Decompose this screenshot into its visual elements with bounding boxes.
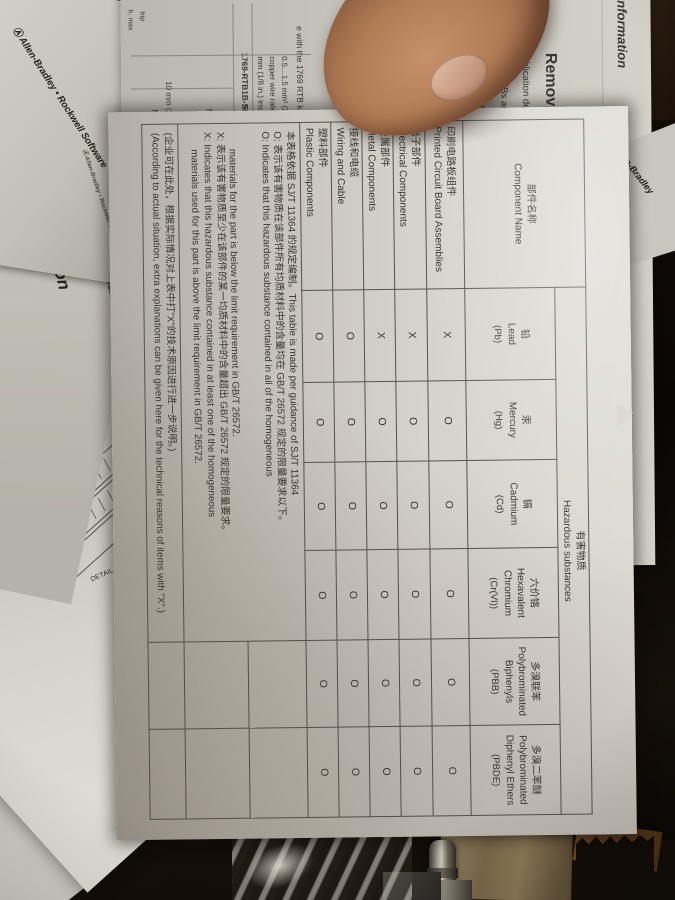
cell-value: O <box>400 725 434 817</box>
cell-value: O <box>332 289 365 383</box>
empty-cell <box>248 640 308 729</box>
spec-grid-line-top <box>251 3 254 122</box>
rohs-document-paper: 部件名称 Component Name 有害物质 Hazardous subst… <box>108 106 637 841</box>
col-cn: 铅 <box>518 328 530 339</box>
cell-value: O <box>334 461 367 551</box>
component-name-header: 部件名称 Component Name <box>462 119 586 289</box>
empty-cell <box>149 728 187 820</box>
cell-value: O <box>333 381 366 463</box>
cell-value: O <box>398 638 433 727</box>
cell-value: O <box>335 549 369 641</box>
hazardous-substances-table: 部件名称 Component Name 有害物质 Hazardous subst… <box>141 119 593 820</box>
col-symbol: (Hg) <box>492 410 504 430</box>
cell-value: O <box>430 638 471 726</box>
empty-cell <box>148 641 186 730</box>
cell-value: O <box>307 727 340 818</box>
spec-grid-line-bottom <box>232 3 235 122</box>
cell-value: X <box>363 289 396 382</box>
cell-value: O <box>427 380 467 461</box>
col-cn: 多溴联苯 <box>528 661 541 702</box>
hazardous-cn: 有害物质 <box>574 530 586 571</box>
row-label-fragment-2: h, max <box>126 9 134 31</box>
information-heading-fragment: nformation <box>614 0 630 69</box>
cell-value: O <box>432 725 472 817</box>
cell-value: O <box>338 726 371 818</box>
fold-line <box>601 0 604 116</box>
footnote-row-2: materials for the part is below the limi… <box>177 123 251 820</box>
column-header-cadmium: 镉 Cadmium (Cd) <box>466 459 558 549</box>
column-header-pbb: 多溴联苯 Polybrominated Biphenyls (PBB) <box>468 637 561 726</box>
brand-line-text: Allen-Bradley • Rockwell Software <box>16 35 110 171</box>
row-label: 塑料部件 Plastic Components <box>299 122 333 291</box>
col-en: Hexavalent Chromium <box>501 567 527 618</box>
cell-value: O <box>303 462 336 551</box>
col-symbol: (Cr(VI)) <box>487 577 500 610</box>
row-label-en: Plastic Components <box>303 127 316 217</box>
col-symbol: (Pb) <box>491 325 503 344</box>
empty-cell <box>185 728 251 820</box>
row-label-fragment-1: trip <box>138 11 146 22</box>
row-label-cn: 塑料部件 <box>316 127 328 168</box>
empty-cell <box>184 641 250 729</box>
column-header-lead: 铅 Lead (Pb) <box>464 287 556 381</box>
cell-value: O <box>366 549 399 640</box>
footnote-block-1: 本表格依据 SJ/T 11364 的规定编制。This table is mad… <box>241 122 307 642</box>
column-header-pbde: 多溴二苯醚 Polybrominated Diphenyl Ethers (PB… <box>470 724 562 816</box>
row-label-en: Printed Circuit Board Assemblies <box>431 126 445 273</box>
toothed-blade <box>576 834 654 900</box>
row-label-en: Wiring and Cable <box>334 127 347 205</box>
brand-line-top-left: Ⓐ Allen-Bradley • Rockwell Software <box>10 24 112 171</box>
col-en: Polybrominated Biphenyls <box>502 646 528 717</box>
cell-value: X <box>394 288 428 382</box>
col-symbol: (PBB) <box>489 668 501 695</box>
row-label: 金属部件 Metal Components <box>361 121 395 290</box>
component-name-cn: 部件名称 <box>524 183 537 224</box>
footnote-block-3: (企业可在此处，根据实际情况对上表中打"X"的技术原因进行进一步说明。) (Ac… <box>141 124 185 643</box>
col-en: Lead <box>505 322 517 346</box>
cell-value: O <box>306 640 339 728</box>
cell-value: O <box>395 380 429 462</box>
cell-value: O <box>396 460 430 550</box>
spec-grid-vline-2 <box>131 87 234 90</box>
col-symbol: (Cd) <box>493 494 505 514</box>
col-cn: 镉 <box>520 498 532 509</box>
cell-value: O <box>337 639 370 728</box>
col-cn: 汞 <box>519 414 531 425</box>
cell-value: O <box>365 461 398 550</box>
footnote-row-1: 本表格依据 SJ/T 11364 的规定编制。This table is mad… <box>241 122 309 819</box>
hazardous-substances-header: 有害物质 Hazardous substances <box>554 287 593 815</box>
cell-value: O <box>428 460 468 549</box>
col-symbol: (PBDE) <box>490 754 502 787</box>
cell-value: O <box>369 726 402 817</box>
cell-value: O <box>302 382 335 463</box>
column-header-hexavalent-chromium: 六价铬 Hexavalent Chromium (Cr(VI)) <box>467 547 559 639</box>
col-en: Cadmium <box>507 482 519 526</box>
cell-value: O <box>368 639 401 727</box>
cell-value: O <box>304 550 338 641</box>
footnote-block-2: materials for the part is below the limi… <box>177 123 249 642</box>
cell-value: O <box>397 548 431 640</box>
cell-value: O <box>429 548 469 639</box>
row-label: 接线和电缆 Wiring and Cable <box>330 121 364 291</box>
col-en: Mercury <box>506 401 518 439</box>
empty-cell <box>249 727 309 819</box>
cell-value: X <box>426 288 466 381</box>
col-cn: 多溴二苯醚 <box>529 744 542 795</box>
cell-value: O <box>364 381 397 462</box>
component-name-en: Component Name <box>511 163 524 245</box>
column-header-mercury: 汞 Mercury (Hg) <box>465 379 557 461</box>
col-en: Polybrominated Diphenyl Ethers <box>503 734 529 806</box>
hazardous-en: Hazardous substances <box>560 499 574 602</box>
cell-value: O <box>301 290 334 383</box>
rod-collar <box>427 868 458 878</box>
col-cn: 六价铬 <box>527 577 540 608</box>
